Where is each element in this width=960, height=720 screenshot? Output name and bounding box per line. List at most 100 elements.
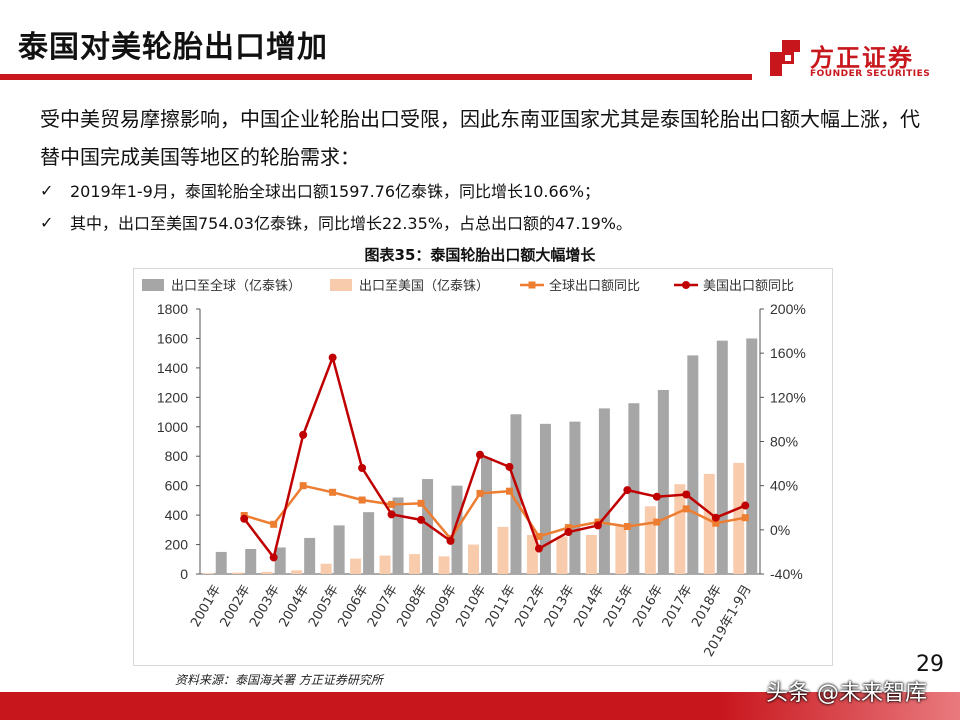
bar-global: [687, 355, 699, 574]
legend-label: 出口至全球（亿泰铢）: [171, 278, 301, 294]
bar-us: [350, 558, 362, 574]
right-tick-label: 120%: [770, 389, 806, 405]
us-yoy-point: [328, 353, 337, 362]
logo-name-cn: 方正证券: [810, 44, 914, 72]
left-tick-label: 1600: [157, 330, 188, 346]
right-tick-label: 40%: [770, 478, 798, 494]
bar-us: [291, 570, 303, 574]
us-yoy-line: [243, 356, 746, 559]
bar-us: [438, 556, 450, 574]
chart-lines: [240, 353, 750, 562]
bar-global: [274, 547, 286, 574]
bar-global: [481, 457, 492, 574]
title-rule: [0, 74, 752, 80]
chart-axes: 0 200 400 600 800 1000 1200 1400 1600 1800 -40% 0% 4…: [157, 301, 806, 582]
bar-global: [657, 389, 669, 574]
intro-paragraph: 受中美贸易摩擦影响，中国企业轮胎出口受限，因此东南亚国家尤其是泰国轮胎出口额大幅…: [40, 107, 920, 169]
us-yoy-point: [505, 462, 514, 471]
left-tick-label: 1800: [157, 301, 188, 317]
bar-us: [526, 534, 538, 574]
chart-svg: 出口至全球（亿泰铢） 出口至美国（亿泰铢） 全球出口额同比 美国出口额同比 0 200 4…: [142, 278, 806, 660]
legend-label: 出口至美国（亿泰铢）: [359, 278, 489, 294]
global-yoy-point: [741, 514, 749, 522]
global-yoy-point: [476, 489, 484, 497]
global-yoy-point: [329, 488, 337, 496]
us-yoy-point: [269, 553, 278, 562]
bar-global: [422, 479, 434, 574]
legend-swatch: [142, 279, 164, 291]
bar-global: [304, 537, 316, 574]
bar-global: [746, 338, 758, 574]
legend-swatch: [330, 279, 352, 291]
left-tick-label: 600: [165, 478, 189, 494]
bar-us: [232, 572, 244, 574]
global-yoy-point: [417, 499, 425, 507]
bar-global: [598, 408, 610, 574]
bar-global: [245, 548, 257, 574]
left-tick-label: 1000: [157, 419, 188, 435]
us-yoy-point: [534, 544, 543, 553]
left-tick-label: 200: [165, 537, 189, 553]
check-icon: ✓: [40, 212, 54, 232]
us-yoy-point: [417, 515, 426, 524]
us-yoy-point: [358, 464, 367, 472]
bar-us: [261, 571, 273, 574]
left-tick-label: 400: [165, 507, 189, 523]
bar-us: [497, 526, 509, 574]
founder-logo: 方正证券 FOUNDER SECURITIES: [768, 38, 938, 82]
bar-us: [556, 536, 568, 574]
global-yoy-point: [270, 520, 278, 528]
bullet-item: ✓ 其中，出口至美国754.03亿泰铢，同比增长22.35%，占总出口额的47.…: [40, 210, 632, 234]
bar-us: [409, 554, 421, 574]
bar-global: [363, 512, 375, 574]
founder-logo-icon: [770, 40, 800, 76]
global-yoy-point: [712, 519, 720, 527]
left-tick-label: 0: [180, 566, 188, 582]
legend-label: 全球出口额同比: [549, 278, 640, 294]
chart-x-labels: 2001年2002年2003年2004年2005年2006年2007年2008年…: [188, 583, 755, 660]
bar-us: [202, 573, 214, 574]
global-yoy-point: [505, 487, 513, 495]
source-note: 资料来源：泰国海关署 方正证券研究所: [175, 673, 383, 687]
legend-marker: [682, 281, 690, 289]
global-yoy-point: [564, 524, 572, 532]
chart-container: 出口至全球（亿泰铢） 出口至美国（亿泰铢） 全球出口额同比 美国出口额同比 0 200 4…: [133, 268, 833, 666]
us-yoy-point: [711, 513, 720, 522]
global-yoy-point: [653, 518, 661, 526]
bar-us: [615, 526, 627, 574]
bar-us: [703, 473, 715, 574]
bar-global: [569, 421, 581, 574]
chart-bars: [202, 338, 758, 574]
us-yoy-point: [623, 486, 632, 495]
us-yoy-point: [299, 430, 308, 439]
global-yoy-point: [388, 500, 396, 508]
global-yoy-point: [358, 496, 366, 504]
us-yoy-point: [564, 528, 573, 537]
bar-us: [320, 563, 332, 574]
us-yoy-point: [741, 501, 750, 510]
us-yoy-point: [387, 510, 396, 519]
global-yoy-point: [535, 532, 543, 540]
us-yoy-point: [682, 490, 691, 499]
left-tick-label: 1400: [157, 360, 188, 376]
left-tick-label: 800: [165, 448, 189, 464]
logo-name-en: FOUNDER SECURITIES: [810, 69, 931, 79]
right-tick-label: 160%: [770, 345, 806, 361]
bar-us: [585, 534, 597, 574]
bar-global: [333, 525, 345, 574]
bar-us: [674, 484, 686, 574]
legend-label: 美国出口额同比: [703, 279, 794, 294]
footer-bar: [0, 692, 960, 720]
legend-marker: [528, 281, 536, 289]
global-yoy-point: [623, 523, 631, 531]
global-yoy-point: [299, 482, 307, 490]
us-yoy-point: [446, 536, 455, 545]
chart-title: 图表35：泰国轮胎出口额大幅增长: [364, 246, 596, 264]
bar-global: [539, 423, 551, 574]
us-yoy-point: [652, 492, 661, 501]
global-yoy-point: [682, 505, 690, 513]
page-number: 29: [916, 652, 944, 677]
bar-global: [215, 551, 227, 574]
bar-us: [379, 555, 391, 574]
right-tick-label: -40%: [770, 566, 803, 582]
